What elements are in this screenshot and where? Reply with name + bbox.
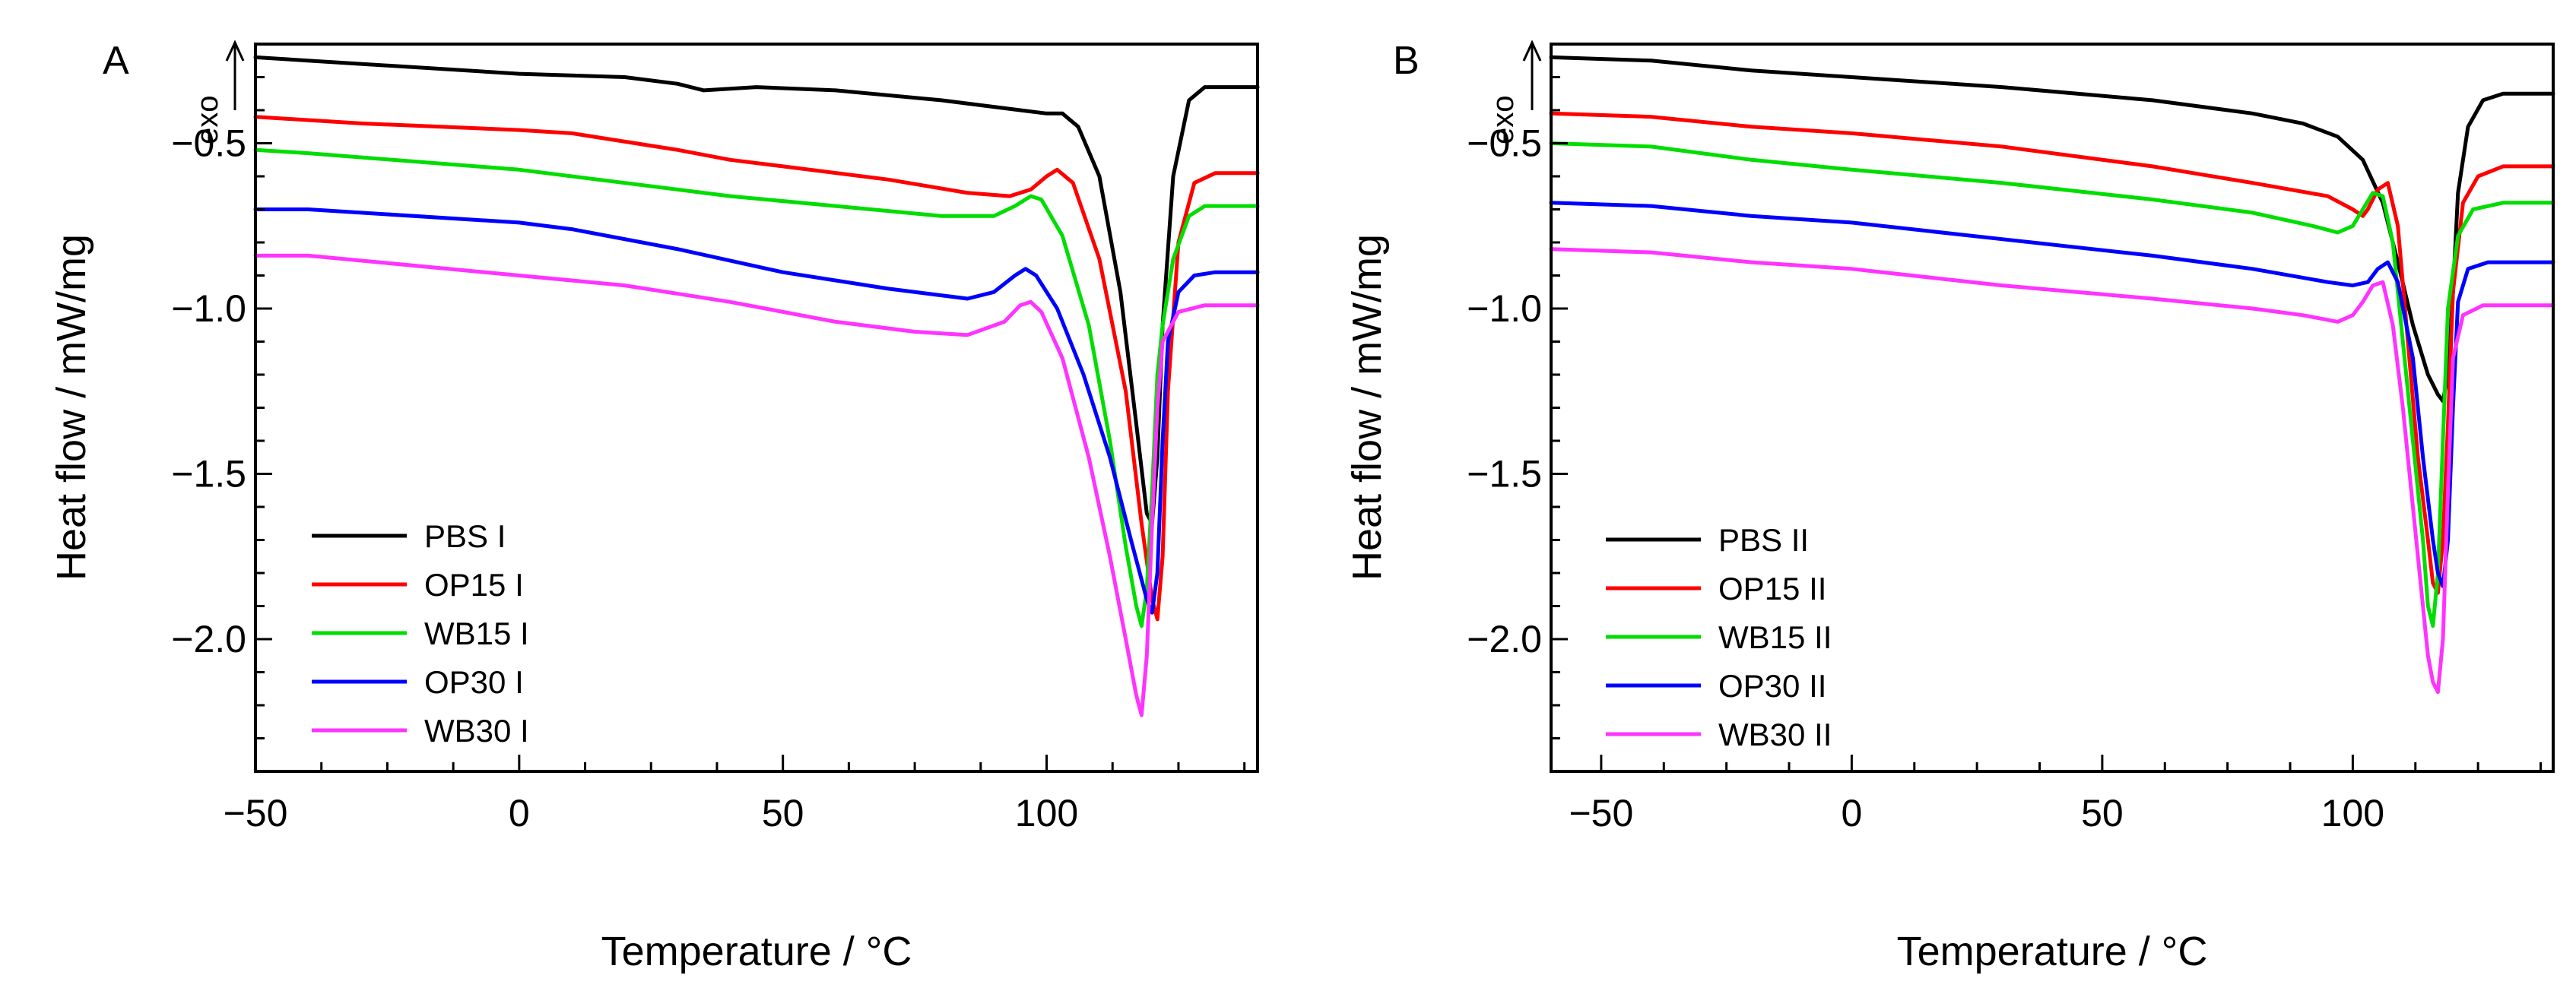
legend: PBS I OP15 I WB15 I OP30 I WB30 I — [312, 518, 529, 749]
plot-frame — [254, 43, 1259, 773]
legend-label: OP30 I — [424, 664, 524, 700]
x-axis-title: Temperature / °C — [1897, 929, 2208, 974]
x-tick-label: 0 — [509, 792, 530, 834]
x-tick-label: 100 — [2321, 792, 2384, 834]
x-tick-label: 50 — [762, 792, 804, 834]
series-line-wb15-ii — [1549, 141, 2555, 628]
panel-b: B exo −50 0 50 100 −2.0 −1.5 −1.0 −0.5 Temperat… — [1344, 39, 2555, 974]
exo-label: exo — [191, 96, 224, 145]
x-tick-label: 0 — [1841, 792, 1862, 834]
y-tick-label: −1.5 — [171, 453, 246, 496]
series-line-op15-ii — [1549, 111, 2555, 595]
legend-label: PBS I — [424, 518, 506, 554]
legend-label: OP15 I — [424, 567, 524, 603]
exo-arrow-icon — [225, 40, 245, 110]
series-line-pbs-ii — [1549, 55, 2555, 404]
y-tick-label: −2.0 — [171, 618, 246, 660]
legend-label: OP30 II — [1718, 668, 1826, 704]
legend: PBS II OP15 II WB15 II OP30 II WB30 II — [1606, 522, 1832, 752]
series-line-pbs-i — [253, 55, 1260, 526]
y-axis-title: Heat flow / mW/mg — [49, 234, 94, 581]
series-layer — [1549, 55, 2555, 695]
exo-label: exo — [1486, 96, 1520, 145]
exo-arrow-icon — [1522, 40, 1542, 110]
x-tick-label: −50 — [224, 792, 288, 834]
x-tick-label: 50 — [2081, 792, 2124, 834]
panel-label: B — [1393, 39, 1420, 83]
panel-label: A — [103, 39, 129, 83]
y-tick-label: −1.5 — [1467, 453, 1542, 496]
x-axis-title: Temperature / °C — [601, 929, 912, 974]
x-tick-label: −50 — [1569, 792, 1633, 834]
ticks-layer: −50 0 50 100 −2.0 −1.5 −1.0 −0.5 — [1467, 76, 2543, 834]
ticks-layer: −50 0 50 100 −2.0 −1.5 −1.0 −0.5 — [171, 76, 1246, 834]
y-tick-label: −1.0 — [171, 287, 246, 330]
legend-label: PBS II — [1718, 522, 1809, 558]
y-tick-label: −0.5 — [1467, 122, 1542, 165]
legend-label: WB30 I — [424, 713, 529, 749]
series-line-wb30-ii — [1549, 247, 2555, 695]
series-line-wb15-i — [253, 147, 1260, 628]
legend-label: WB15 I — [424, 616, 529, 651]
legend-label: WB30 II — [1718, 717, 1832, 752]
y-tick-label: −0.5 — [171, 122, 246, 165]
legend-label: OP15 II — [1718, 571, 1826, 606]
legend-label: WB15 II — [1718, 619, 1832, 655]
series-layer — [253, 55, 1260, 717]
series-line-wb30-i — [253, 253, 1260, 717]
series-line-op30-ii — [1549, 201, 2555, 588]
series-line-op30-i — [253, 207, 1260, 615]
y-axis-title: Heat flow / mW/mg — [1344, 234, 1390, 581]
y-tick-label: −2.0 — [1467, 618, 1542, 660]
panel-a: A exo −50 0 50 100 −2.0 −1.5 −1.0 −0.5 Temperat… — [49, 39, 1260, 974]
series-line-op15-i — [253, 115, 1260, 622]
plot-frame — [1550, 43, 2555, 773]
y-tick-label: −1.0 — [1467, 287, 1542, 330]
x-tick-label: 100 — [1015, 792, 1078, 834]
